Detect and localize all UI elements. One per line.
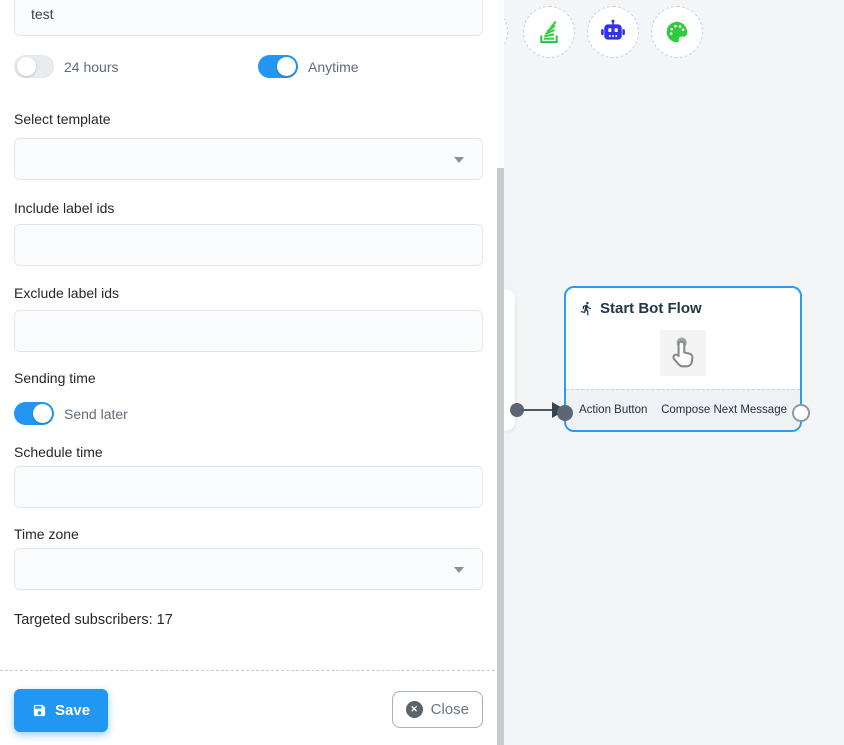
connector-line	[521, 409, 559, 411]
node-footer-action-button-label: Action Button	[579, 404, 648, 416]
start-bot-flow-node[interactable]: Start Bot Flow Action Button Compose Nex…	[557, 286, 810, 432]
exclude-label-ids-label: Exclude label ids	[14, 285, 120, 301]
targeted-subscribers-text: Targeted subscribers: 17	[14, 612, 483, 628]
toggle-send-later[interactable]	[14, 402, 54, 425]
toggle-anytime[interactable]	[258, 55, 298, 78]
schedule-time-label: Schedule time	[14, 444, 103, 460]
toggle-send-later-label: Send later	[64, 405, 128, 422]
toggle-group-send-later: Send later	[14, 402, 128, 425]
toggle-group-anytime: Anytime	[258, 55, 359, 78]
flow-canvas[interactable]: Start Bot Flow Action Button Compose Nex…	[504, 0, 844, 745]
close-button[interactable]: ✕ Close	[391, 691, 483, 728]
chevron-down-icon	[454, 157, 464, 163]
save-button-label: Save	[55, 702, 91, 719]
schedule-time-input[interactable]	[14, 466, 483, 508]
broadcast-name-input[interactable]	[14, 0, 483, 36]
exclude-label-ids-input[interactable]	[14, 310, 483, 352]
panel-scrollbar-track[interactable]	[497, 0, 504, 745]
toggle-group-24-hours: 24 hours	[14, 55, 258, 78]
time-zone-dropdown[interactable]	[14, 548, 483, 590]
toolbar-button-theme[interactable]	[651, 6, 703, 58]
connector-start-dot[interactable]	[510, 403, 524, 417]
walking-person-icon	[580, 301, 591, 316]
panel-footer: Save ✕ Close	[14, 689, 483, 732]
panel-scrollbar-thumb[interactable]	[497, 168, 504, 745]
chevron-down-icon	[454, 567, 464, 573]
hidden-panel-edge-card	[504, 289, 515, 431]
footer-divider	[0, 670, 500, 671]
cursor-highlight-box	[660, 330, 706, 376]
node-output-port[interactable]	[792, 404, 810, 422]
hand-cursor-icon	[672, 337, 694, 368]
toolbar-icon-partial[interactable]	[504, 6, 508, 58]
toggle-anytime-label: Anytime	[308, 58, 359, 75]
toggle-knob	[33, 404, 52, 423]
palette-icon	[666, 21, 688, 43]
toggle-knob	[17, 57, 36, 76]
include-label-ids-input[interactable]	[14, 224, 483, 266]
stack-messages-icon	[540, 20, 558, 44]
save-button[interactable]: Save	[14, 689, 109, 732]
save-floppy-icon	[33, 704, 46, 717]
time-zone-label: Time zone	[14, 526, 79, 542]
send-later-toggle-row: Send later	[14, 402, 483, 425]
include-label-ids-label: Include label ids	[14, 200, 115, 216]
close-circle-icon: ✕	[405, 701, 423, 718]
node-footer: Action Button Compose Next Message	[566, 389, 800, 430]
targeted-subscribers-count: 17	[156, 612, 173, 628]
toggle-24-hours-label: 24 hours	[64, 58, 119, 75]
targeted-subscribers-label: Targeted subscribers:	[14, 612, 153, 628]
toggle-24-hours[interactable]	[14, 55, 54, 78]
toolbar-button-bot[interactable]	[587, 6, 639, 58]
time-window-toggle-row: 24 hours Anytime	[14, 55, 483, 78]
select-template-label: Select template	[14, 111, 111, 127]
node-header: Start Bot Flow	[566, 288, 800, 317]
robot-icon	[601, 19, 625, 40]
node-title: Start Bot Flow	[600, 300, 702, 317]
toggle-knob	[277, 57, 296, 76]
close-button-label: Close	[430, 701, 469, 718]
node-input-port[interactable]	[557, 405, 573, 421]
toolbar-button-stack[interactable]	[523, 6, 575, 58]
broadcast-settings-panel: 24 hours Anytime Select template Include…	[0, 0, 500, 732]
sending-time-label: Sending time	[14, 370, 96, 386]
node-footer-compose-next-label: Compose Next Message	[661, 404, 787, 416]
select-template-dropdown[interactable]	[14, 138, 483, 180]
